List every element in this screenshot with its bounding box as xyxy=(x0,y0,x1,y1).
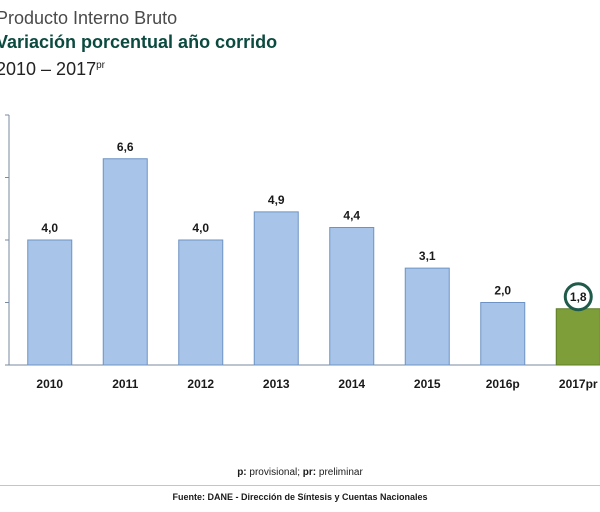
value-label: 6,6 xyxy=(117,140,134,154)
value-label: 4,9 xyxy=(268,193,285,207)
value-label: 3,1 xyxy=(419,249,436,263)
title-block: Producto Interno Bruto Variación porcent… xyxy=(0,6,277,81)
category-label: 2013 xyxy=(263,377,290,391)
bar xyxy=(253,211,299,366)
bar xyxy=(404,267,450,366)
category-label: 2012 xyxy=(187,377,214,391)
category-label: 2011 xyxy=(112,377,138,391)
category-label: 2015 xyxy=(414,377,441,391)
bar-chart: 4,0 2010 6,6 2011 4,0 2012 4,9 2013 4,4 2014 3,1 20… xyxy=(5,114,600,391)
category-label: 2014 xyxy=(338,377,365,391)
bar xyxy=(329,227,375,366)
footnote: p: provisional; pr: preliminar xyxy=(0,467,600,478)
period-superscript: pr xyxy=(96,60,106,71)
bar xyxy=(27,239,73,366)
footnote-pr-text: preliminar xyxy=(316,467,363,478)
category-label: 2017pr xyxy=(559,377,598,391)
value-label: 4,4 xyxy=(343,209,360,223)
value-label: 4,0 xyxy=(41,221,58,235)
chart-subtitle: Variación porcentual año corrido xyxy=(0,32,278,52)
bar xyxy=(178,239,224,366)
bar-highlight xyxy=(555,308,600,366)
footnote-p-text: provisional; xyxy=(246,467,303,478)
footnote-p-key: p: xyxy=(237,467,247,478)
bar xyxy=(480,302,526,366)
category-label: 2010 xyxy=(36,377,63,391)
period-text: 2010 – 2017 xyxy=(0,59,97,79)
chart-title: Producto Interno Bruto xyxy=(0,8,178,28)
category-label: 2016p xyxy=(486,377,520,391)
highlight-circle xyxy=(563,282,593,312)
value-label: 4,0 xyxy=(192,221,209,235)
footer-divider xyxy=(0,485,600,486)
footnote-pr-key: pr: xyxy=(302,467,317,478)
value-label: 2,0 xyxy=(494,284,511,298)
chart-period: 2010 – 2017pr xyxy=(0,54,277,81)
value-label: 1,8 xyxy=(570,290,587,304)
bar xyxy=(102,158,148,366)
source-note: Fuente: DANE - Dirección de Síntesis y C… xyxy=(172,492,428,502)
